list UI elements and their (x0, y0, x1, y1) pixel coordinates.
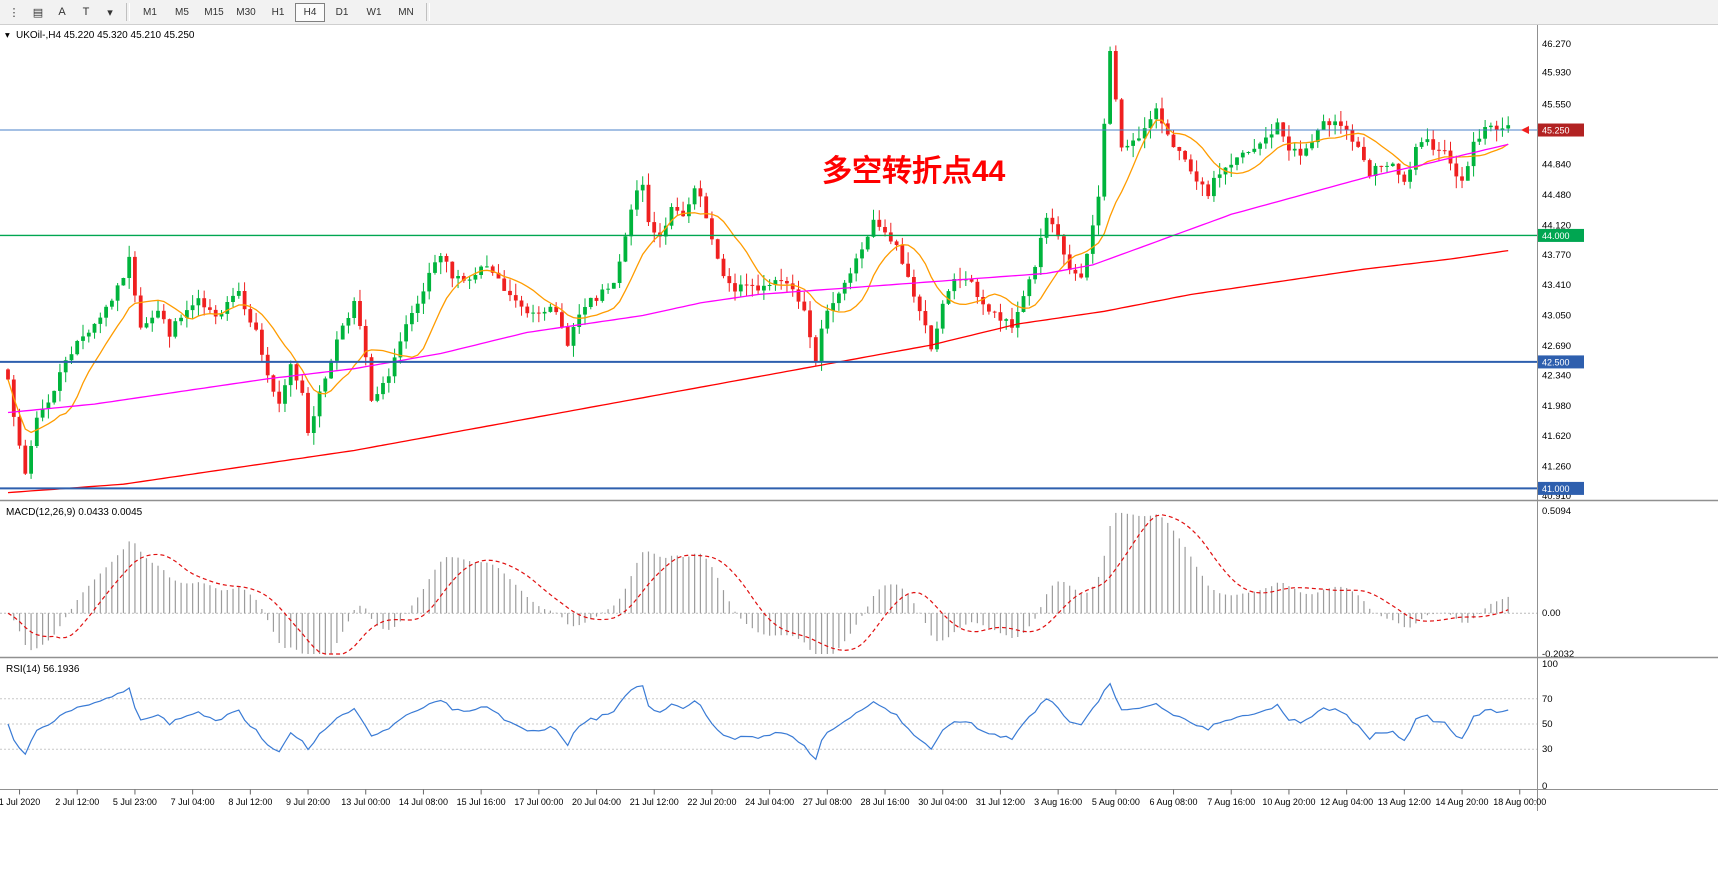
time-axis-label: 8 Jul 12:00 (228, 797, 272, 807)
timeframe-button-m15[interactable]: M15 (204, 6, 224, 18)
price-axis-label: 43.050 (1542, 311, 1571, 322)
price-axis-label: 40.910 (1542, 491, 1571, 502)
time-axis-label: 9 Jul 20:00 (286, 797, 330, 807)
price-badge-44.000 (1538, 228, 1584, 242)
rsi-axis-label: 70 (1542, 694, 1553, 705)
rsi-line (7, 682, 1509, 761)
timeframe-button-d1[interactable]: D1 (335, 6, 349, 18)
macd-label: MACD(12,26,9) 0.0433 0.0045 (6, 507, 143, 518)
rsi-axis-label: 0 (1542, 781, 1547, 792)
price-badge-41.000 (1538, 481, 1584, 495)
price-axis-label: 41.980 (1542, 401, 1571, 412)
rsi-axis-label: 100 (1542, 659, 1558, 670)
timeframe-button-w1[interactable]: W1 (366, 6, 382, 18)
chart-canvas[interactable]: 46.270 45.930 45.550 44.840 44.480 44.120 43.7… (0, 25, 1718, 891)
time-axis-label: 31 Jul 12:00 (976, 797, 1025, 807)
price-badge-42.500 (1538, 355, 1584, 369)
timeframe-button-h1[interactable]: H1 (271, 6, 285, 18)
timeframe-button-m5[interactable]: M5 (175, 6, 189, 18)
arrows-dropdown-button[interactable]: ▾ (107, 6, 113, 19)
price-axis-label: 45.930 (1542, 68, 1571, 79)
time-axis-label: 5 Aug 00:00 (1092, 797, 1140, 807)
time-axis-label: 3 Aug 16:00 (1034, 797, 1082, 807)
time-axis-label: 7 Aug 16:00 (1207, 797, 1255, 807)
time-axis-label: 21 Jul 12:00 (630, 797, 679, 807)
macd-axis-label: -0.2032 (1542, 649, 1574, 660)
price-badge-label: 41.000 (1542, 484, 1570, 494)
macd-signal-line (7, 514, 1509, 655)
price-axis-label: 43.410 (1542, 280, 1571, 291)
time-axis-label: 10 Aug 20:00 (1262, 797, 1315, 807)
price-axis-label: 41.620 (1542, 431, 1571, 442)
ma-slow-line (7, 249, 1509, 494)
chart-area[interactable]: 46.270 45.930 45.550 44.840 44.480 44.120 43.7… (0, 25, 1718, 891)
time-axis-label: 7 Jul 04:00 (171, 797, 215, 807)
price-axis-label: 44.120 (1542, 220, 1571, 231)
price-badge-label: 45.250 (1542, 126, 1570, 136)
time-axis-label: 14 Jul 08:00 (399, 797, 448, 807)
time-axis-label: 18 Aug 00:00 (1493, 797, 1546, 807)
last-price-marker (1521, 126, 1529, 135)
price-axis-label: 44.840 (1542, 160, 1571, 171)
rsi-label: RSI(14) 56.1936 (6, 664, 80, 675)
toolbar-separator (426, 3, 430, 21)
timeframe-button-m1[interactable]: M1 (143, 6, 157, 18)
timeframes-toolbar: M1 M5 M15 M30 H1 H4 D1 W1 MN (134, 0, 422, 24)
time-axis-label: 13 Jul 00:00 (341, 797, 390, 807)
symbol-collapse-icon[interactable]: ▾ (5, 30, 10, 41)
price-axis-label: 42.690 (1542, 341, 1571, 352)
time-axis-label: 22 Jul 20:00 (687, 797, 736, 807)
macd-axis-label: 0.00 (1542, 608, 1561, 619)
time-axis-label: 5 Jul 23:00 (113, 797, 157, 807)
time-axis-label: 28 Jul 16:00 (861, 797, 910, 807)
macd-axis-label: 0.5094 (1542, 506, 1571, 517)
price-badge-label: 42.500 (1542, 357, 1570, 367)
rsi-axis-label: 30 (1542, 744, 1553, 755)
timeframe-button-m30[interactable]: M30 (236, 6, 256, 18)
time-axis-label: 12 Aug 04:00 (1320, 797, 1373, 807)
rsi-axis-label: 50 (1542, 719, 1553, 730)
charts-list-button[interactable]: ▤ (32, 6, 44, 19)
timeframe-button-h4[interactable]: H4 (295, 2, 325, 22)
ma-mid-line (7, 143, 1509, 414)
chart-annotation[interactable]: 多空转折点44 (822, 155, 1006, 188)
price-axis-label: 42.340 (1542, 370, 1571, 381)
candles (6, 45, 1511, 479)
time-axis-label: 17 Jul 00:00 (514, 797, 563, 807)
toolbar-handle-button[interactable]: ⋮ (8, 6, 20, 19)
time-axis-label: 20 Jul 04:00 (572, 797, 621, 807)
timeframe-button-mn[interactable]: MN (398, 6, 414, 18)
time-axis-label: 24 Jul 04:00 (745, 797, 794, 807)
time-axis-label: 15 Jul 16:00 (457, 797, 506, 807)
price-axis-label: 41.260 (1542, 461, 1571, 472)
macd-histogram (13, 512, 1509, 654)
toolbar-separator (126, 3, 130, 21)
time-axis-label: 2 Jul 12:00 (55, 797, 99, 807)
price-axis-label: 44.480 (1542, 190, 1571, 201)
ma-fast-line (7, 119, 1509, 434)
symbol-info: UKOil-,H4 45.220 45.320 45.210 45.250 (16, 30, 195, 41)
time-axis-label: 27 Jul 08:00 (803, 797, 852, 807)
time-axis-label: 30 Jul 04:00 (918, 797, 967, 807)
time-axis-label: 1 Jul 2020 (0, 797, 40, 807)
font-tool-button[interactable]: A (58, 6, 66, 18)
line-studies-toolbar: ⋮ ▤ A T ▾ (2, 0, 122, 24)
time-axis-label: 6 Aug 08:00 (1150, 797, 1198, 807)
price-badge-45.250 (1538, 123, 1584, 137)
time-axis-label: 13 Aug 12:00 (1378, 797, 1431, 807)
price-axis-label: 43.770 (1542, 250, 1571, 261)
top-toolbar: ⋮ ▤ A T ▾ M1 M5 M15 M30 H1 H4 D1 W1 MN (0, 0, 1718, 25)
price-axis-label: 46.270 (1542, 39, 1571, 50)
price-axis-label: 45.550 (1542, 100, 1571, 111)
price-badge-label: 44.000 (1542, 231, 1570, 241)
time-axis-label: 14 Aug 20:00 (1436, 797, 1489, 807)
text-tool-button[interactable]: T (82, 6, 90, 18)
